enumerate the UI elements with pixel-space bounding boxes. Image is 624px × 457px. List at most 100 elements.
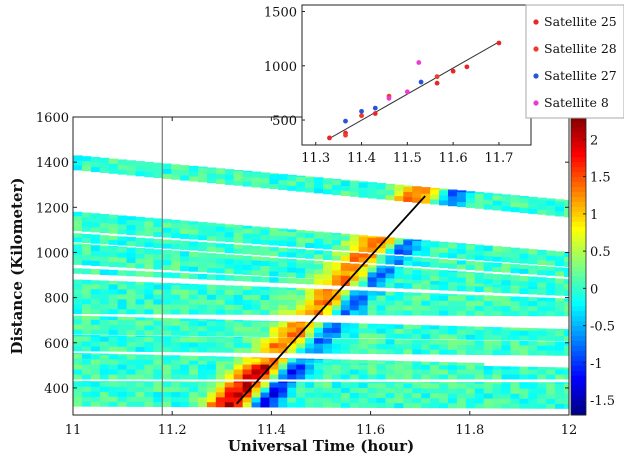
heatmap-cell <box>117 381 128 387</box>
heatmap-cell <box>224 285 235 290</box>
heatmap-cell <box>305 289 315 296</box>
heatmap-cell <box>349 373 360 380</box>
heatmap-cell <box>260 270 271 276</box>
heatmap-cell <box>99 335 110 337</box>
colorbar-segment <box>571 206 586 212</box>
heatmap-cell <box>278 299 288 306</box>
heatmap-cell <box>385 328 396 334</box>
heatmap-cell <box>474 340 485 346</box>
heatmap-cell <box>403 348 413 355</box>
heatmap-cell <box>269 178 279 185</box>
heatmap-cell <box>322 232 333 235</box>
heatmap-cell <box>367 368 378 375</box>
heatmap-cell <box>135 391 146 397</box>
heatmap-cell <box>349 392 360 398</box>
heatmap-cell <box>144 161 154 168</box>
heatmap-cell <box>278 271 288 278</box>
heatmap-cell <box>412 239 422 241</box>
heatmap-cell <box>73 391 83 397</box>
heatmap-cell <box>81 254 92 261</box>
heatmap-cell <box>340 235 351 241</box>
heatmap-cell <box>171 255 181 261</box>
heatmap-cell <box>483 305 494 311</box>
heatmap-cell <box>233 363 244 370</box>
heatmap-cell <box>171 320 181 326</box>
heatmap-cell <box>322 359 333 360</box>
heatmap-cell <box>439 362 449 368</box>
heatmap-cell <box>260 382 271 388</box>
heatmap-cell <box>126 336 137 342</box>
heatmap-cell <box>287 174 297 176</box>
heatmap-cell <box>528 297 538 302</box>
heatmap-cell <box>349 359 360 366</box>
heatmap-cell <box>358 241 369 247</box>
heatmap-cell <box>349 387 360 393</box>
heatmap-cell <box>349 332 360 339</box>
heatmap-cell <box>394 339 404 345</box>
heatmap-cell <box>305 260 315 264</box>
heatmap-cell <box>242 342 253 348</box>
heatmap-cell <box>447 365 458 370</box>
heatmap-cell <box>99 288 110 295</box>
heatmap-cell <box>260 276 271 283</box>
heatmap-cell <box>73 373 83 380</box>
heatmap-cell <box>233 180 244 186</box>
heatmap-cell <box>564 330 569 337</box>
heatmap-cell <box>287 387 297 393</box>
heatmap-cell <box>260 234 271 240</box>
heatmap-cell <box>242 275 253 282</box>
heatmap-cell <box>278 309 288 315</box>
heatmap-cell <box>305 327 315 333</box>
heatmap-cell <box>189 396 199 403</box>
heatmap-cell <box>528 249 538 255</box>
heatmap-cell <box>224 224 235 228</box>
heatmap-cell <box>260 239 271 245</box>
heatmap-cell <box>385 387 396 394</box>
heatmap-cell <box>403 283 413 289</box>
heatmap-cell <box>162 368 172 375</box>
heatmap-cell <box>117 329 128 336</box>
heatmap-cell <box>439 262 449 269</box>
heatmap-cell <box>153 391 163 398</box>
heatmap-cell <box>99 255 110 262</box>
heatmap-cell <box>358 290 369 296</box>
colorbar-segment <box>571 300 586 307</box>
heatmap-cell <box>117 223 128 230</box>
heatmap-cell <box>349 323 360 329</box>
heatmap-cell <box>73 381 83 382</box>
heatmap-cell <box>376 193 387 200</box>
heatmap-cell <box>81 279 92 285</box>
inset-y-tick-label: 500 <box>272 114 297 129</box>
heatmap-cell <box>81 319 92 325</box>
inset-x-tick-label: 11.7 <box>484 151 513 166</box>
heatmap-cell <box>474 283 485 289</box>
heatmap-cell <box>314 327 324 333</box>
heatmap-cell <box>278 174 288 176</box>
heatmap-cell <box>81 359 92 365</box>
heatmap-cell <box>510 196 520 203</box>
heatmap-cell <box>385 381 396 384</box>
heatmap-cell <box>242 286 253 290</box>
heatmap-cell <box>358 363 369 370</box>
heatmap-cell <box>349 299 360 306</box>
heatmap-cell <box>287 368 297 375</box>
heatmap-cell <box>287 397 297 403</box>
heatmap-cell <box>430 246 440 253</box>
heatmap-cell <box>510 285 520 291</box>
heatmap-cell <box>126 329 137 336</box>
data-point <box>416 60 422 65</box>
heatmap-cell <box>224 381 235 383</box>
heatmap-cell <box>385 194 396 201</box>
heatmap-cell <box>528 310 538 317</box>
heatmap-cell <box>421 392 431 399</box>
heatmap-cell <box>421 305 431 311</box>
y-tick-label: 1600 <box>36 111 69 126</box>
heatmap-cell <box>439 339 449 345</box>
heatmap-cell <box>242 363 253 370</box>
heatmap-cell <box>189 273 199 280</box>
heatmap-cell <box>555 305 565 312</box>
heatmap-cell <box>412 387 422 394</box>
heatmap-cell <box>376 339 387 345</box>
heatmap-cell <box>501 274 512 281</box>
heatmap-cell <box>153 231 163 237</box>
